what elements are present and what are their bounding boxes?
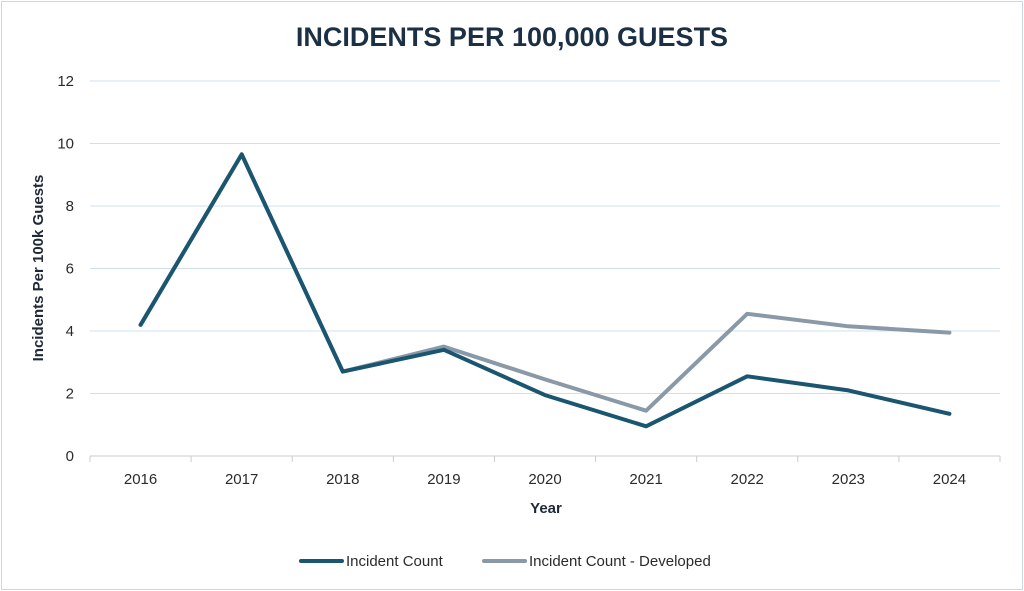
- y-tick-label: 4: [66, 323, 74, 340]
- y-tick-labels: 0 2 4 6 8 10 12: [57, 73, 74, 465]
- legend-label: Incident Count - Developed: [529, 553, 711, 570]
- series-line-incident-count-developed: [138, 152, 952, 413]
- x-tick-label: 2020: [528, 471, 561, 488]
- x-tick-labels: 2016 2017 2018 2019 2020 2021 2022 2023 2024: [124, 471, 966, 488]
- legend: Incident Count Incident Count - Developed: [299, 553, 711, 570]
- series-line-incident-count: [138, 152, 952, 429]
- x-tick-label: 2016: [124, 471, 157, 488]
- x-tick-label: 2022: [731, 471, 764, 488]
- y-axis-label: Incidents Per 100k Guests: [30, 175, 47, 362]
- legend-label: Incident Count: [346, 553, 444, 570]
- chart-title: INCIDENTS PER 100,000 GUESTS: [296, 22, 728, 52]
- x-axis-label: Year: [530, 500, 562, 517]
- y-tick-label: 0: [66, 448, 74, 465]
- series-lines: [138, 152, 952, 429]
- x-axis: [89, 455, 1001, 462]
- y-tick-label: 2: [66, 386, 74, 403]
- x-tick-label: 2021: [629, 471, 662, 488]
- x-tick-label: 2023: [832, 471, 865, 488]
- y-tick-label: 12: [57, 73, 74, 90]
- y-tick-label: 10: [57, 136, 74, 153]
- y-tick-label: 8: [66, 198, 74, 215]
- x-tick-label: 2018: [326, 471, 359, 488]
- y-tick-label: 6: [66, 261, 74, 278]
- x-tick-label: 2019: [427, 471, 460, 488]
- gridlines: [90, 80, 1000, 394]
- x-tick-label: 2017: [225, 471, 258, 488]
- x-tick-label: 2024: [933, 471, 966, 488]
